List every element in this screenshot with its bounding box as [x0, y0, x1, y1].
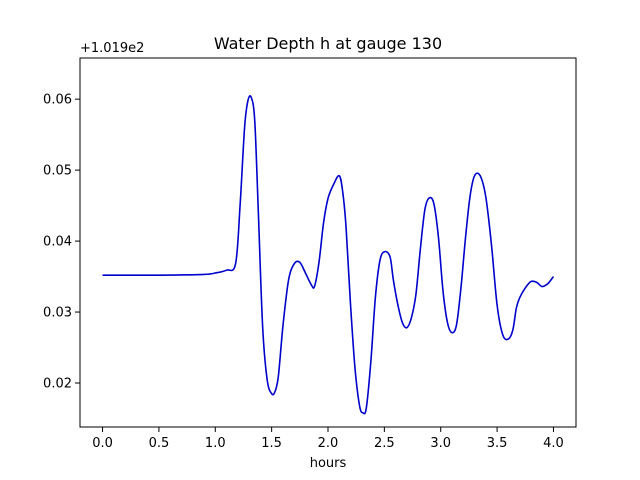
plot-frame [79, 57, 577, 428]
y-tick-label: 0.02 [43, 377, 72, 392]
y-tick-label: 0.04 [43, 235, 72, 250]
chart-title: Water Depth h at gauge 130 [214, 34, 442, 53]
y-axis: 0.02 0.03 0.04 0.05 0.06 [43, 93, 80, 392]
series-line-0 [102, 95, 555, 415]
y-tick-label: 0.05 [43, 164, 72, 179]
series-layer [102, 95, 555, 415]
x-tick-label: 3.0 [430, 436, 451, 451]
x-axis: 0.0 0.5 1.0 1.5 2.0 2.5 3.0 3.5 4.0 [92, 427, 564, 451]
y-offset-label: +1.019e2 [80, 41, 144, 56]
x-tick-label: 0.5 [149, 436, 170, 451]
x-tick-label: 3.5 [487, 436, 508, 451]
x-tick-label: 2.0 [318, 436, 339, 451]
x-tick-label: 2.5 [374, 436, 395, 451]
y-tick-label: 0.06 [43, 93, 72, 108]
x-axis-label: hours [310, 456, 347, 471]
x-tick-label: 1.0 [205, 436, 226, 451]
y-tick-label: 0.03 [43, 306, 72, 321]
x-tick-label: 1.5 [261, 436, 282, 451]
x-tick-label: 4.0 [543, 436, 564, 451]
x-tick-label: 0.0 [92, 436, 113, 451]
